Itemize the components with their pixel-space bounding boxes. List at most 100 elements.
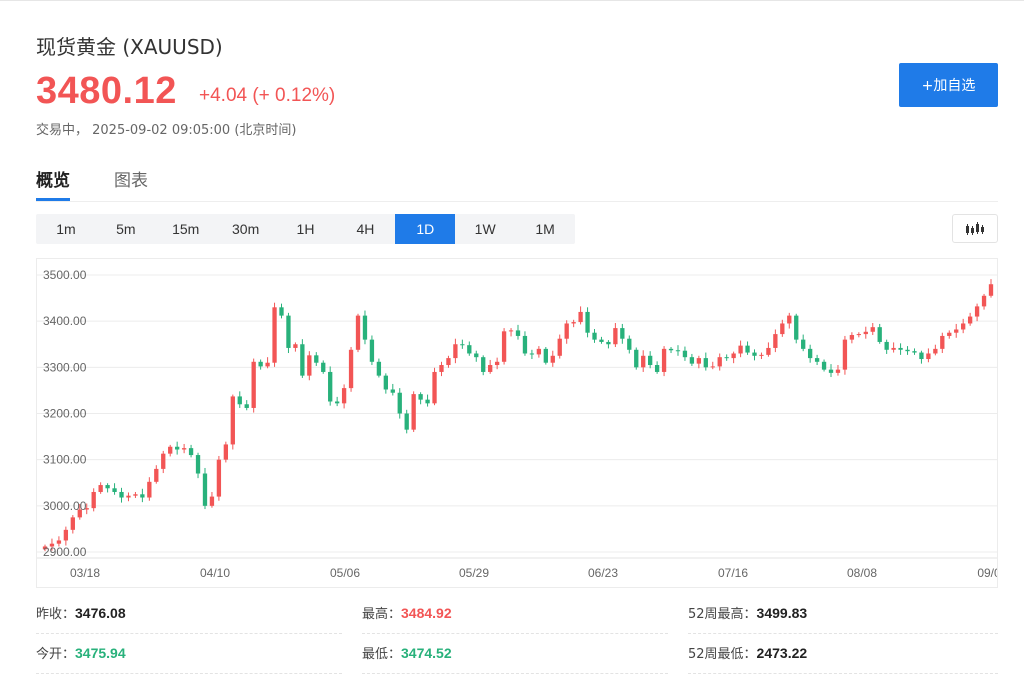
stats-row: 今开：3475.94 最低：3474.52 52周最低：2473.22 [36,634,998,674]
candle-body [202,473,208,506]
candle-body [961,323,966,330]
candle-body [856,334,861,336]
candle-body [425,399,430,404]
x-tick-label: 06/23 [588,566,618,580]
candle-body [216,459,222,497]
candle-body [279,307,284,316]
candle-body [446,358,451,366]
chart-type-button[interactable] [952,214,998,243]
candle-body [223,444,229,460]
y-tick-label: 3200.00 [43,407,87,421]
stat-value: 3484.92 [401,605,452,621]
stat-value: 3499.83 [756,605,808,621]
stat-low: 最低：3474.52 [362,634,668,674]
candle-body [752,352,757,356]
candle-body [147,481,152,498]
candle-body [981,295,987,307]
candle-body [926,353,931,360]
x-tick-label: 05/06 [330,566,360,580]
candle-body [668,348,674,351]
timeframe-1m[interactable]: 1m [56,221,76,237]
candle-body [119,491,124,498]
candle-body [63,529,69,541]
candle-body [661,348,667,372]
candle-body [460,344,465,346]
stats-row: 昨收：3476.08 最高：3484.92 52周最高：3499.83 [36,594,998,634]
price-chart[interactable]: 3500.00 3400.00 3300.00 3200.00 3100.00 3000.… [36,258,998,588]
y-tick-label: 3500.00 [43,268,87,282]
candle-body [258,361,263,367]
candle-body [898,347,903,350]
timeframe-30m[interactable]: 30m [232,221,260,237]
candle-body [870,327,875,332]
candle-body [474,353,479,358]
candle-body [564,323,569,339]
timeframe-1h[interactable]: 1H [296,221,315,237]
tab-overview[interactable]: 概览 [36,171,70,191]
timeframe-1d[interactable]: 1D [395,214,456,244]
candle-body [175,446,180,450]
candle-body [543,348,548,363]
candle-body [494,361,500,366]
candle-body [745,345,750,353]
timeframe-15m[interactable]: 15m [172,221,200,237]
stat-label: 最高： [362,607,402,622]
x-tick-label: 05/29 [459,566,489,580]
stat-label: 今开： [36,647,76,662]
candle-body [529,353,535,355]
candle-body [161,453,166,469]
candle-body [835,369,841,373]
candle-body [641,355,646,368]
candle-body [807,348,813,359]
candle-body [731,353,736,359]
price-change: +4.04 (+ 0.12%) [199,85,336,106]
candle-body [599,339,604,342]
candle-body [126,495,131,498]
candle-body [578,311,583,323]
add-to-watchlist-button[interactable]: +加自选 [899,63,998,107]
candle-body [362,315,368,340]
candle-body [703,358,708,368]
timeframe-5m[interactable]: 5m [116,221,136,237]
timeframe-4h[interactable]: 4H [356,221,375,237]
candle-body [369,339,375,362]
stat-label: 最低： [362,647,402,662]
candle-body [404,413,409,430]
candle-body [251,361,256,408]
candle-body [341,388,347,404]
y-tick-label: 3300.00 [43,360,87,374]
timeframe-1mo[interactable]: 1M [535,221,555,237]
candle-body [801,339,806,349]
candle-body [738,345,743,354]
tab-chart[interactable]: 图表 [114,171,148,191]
candle-body [467,345,472,354]
candle-body [933,348,938,354]
stat-open: 今开：3475.94 [36,634,342,674]
candle-body [390,389,395,393]
candle-body [230,396,235,445]
candle-body [481,357,486,372]
candle-body [154,468,159,482]
candle-body [689,357,695,364]
candle-body [759,354,764,356]
candle-body [307,355,312,376]
candle-body [884,341,889,350]
x-tick-label: 03/18 [70,566,100,580]
active-tab-underline [36,198,70,201]
candle-body [988,284,994,296]
candlestick-icon [966,221,984,235]
candle-body [912,351,917,353]
stat-52w-low: 52周最低：2473.22 [688,634,998,674]
candle-body [334,401,340,404]
candle-body [418,394,423,400]
top-border [0,0,1024,1]
candle-body [453,344,458,359]
candle-body [654,365,660,372]
y-tick-label: 3100.00 [43,453,87,467]
candle-body [181,448,187,450]
timeframe-1w[interactable]: 1W [474,221,496,237]
candle-body [592,332,597,340]
candle-body [787,315,792,324]
candle-body [905,349,910,352]
candle-body [821,361,827,370]
